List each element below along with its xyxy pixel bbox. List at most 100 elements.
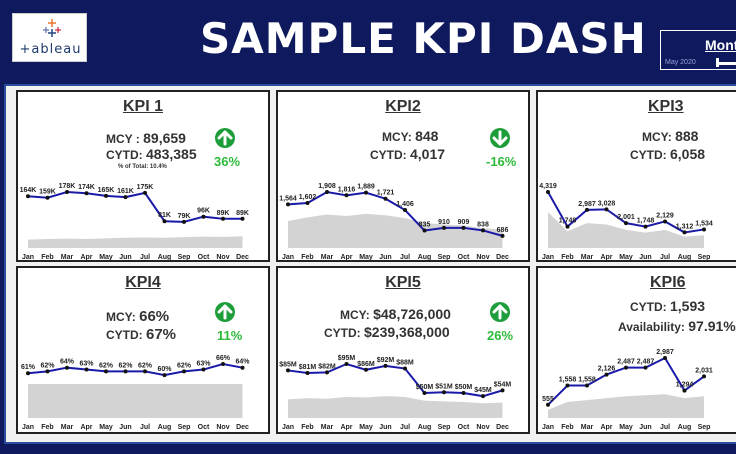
kpi-card-6: KPI6 CYTD: 1,593 Availability: 97.91% 55…	[536, 266, 736, 434]
data-label: 89K	[236, 210, 249, 217]
data-point	[162, 373, 167, 378]
month-slider-track[interactable]	[716, 62, 736, 65]
month-label: Oct	[198, 424, 210, 431]
data-label: 1,406	[396, 201, 414, 208]
kpi-cytd: CYTD: 6,058	[630, 146, 705, 162]
kpi-card-3: KPI3 MCY: 888 CYTD: 6,058 4,319 1,748 2,98…	[536, 90, 736, 262]
data-point	[104, 369, 108, 374]
up-arrow-icon	[215, 128, 235, 148]
data-label: 1,721	[377, 190, 395, 197]
logo-text: +ableau	[19, 42, 82, 57]
data-label: 1,889	[357, 184, 375, 191]
data-label: $92M	[377, 357, 395, 364]
data-point	[604, 207, 609, 212]
data-point	[104, 193, 108, 198]
month-label: Dec	[496, 424, 509, 431]
data-point	[702, 227, 706, 232]
data-label: 2,001	[617, 214, 635, 221]
data-label: 2,031	[695, 367, 713, 374]
data-label: 1,534	[695, 220, 713, 227]
data-point	[702, 374, 706, 379]
cytd-label: CYTD:	[630, 148, 670, 162]
data-point	[84, 191, 89, 196]
cytd-label: CYTD:	[106, 328, 146, 342]
data-label: 64%	[235, 359, 250, 366]
kpi-card-2: KPI2 MCY: 848 CYTD: 4,017 -16% 1,564 1,60…	[276, 90, 530, 262]
month-label: Jul	[400, 424, 410, 431]
mcy-value: 66%	[139, 308, 170, 325]
month-label: Jun	[639, 254, 651, 261]
data-point	[422, 228, 427, 233]
month-filter[interactable]: Mont May 2020	[660, 30, 736, 70]
kpi-title: KPI5	[385, 274, 421, 291]
tableau-cross-icon	[43, 19, 61, 37]
data-point	[663, 219, 667, 224]
month-label: Dec	[496, 254, 509, 261]
month-label: Jan	[542, 424, 554, 431]
month-label: May	[99, 424, 113, 431]
data-point	[546, 190, 550, 194]
data-point	[442, 390, 446, 395]
mcy-label: MCY:	[106, 310, 140, 324]
month-label: Sep	[178, 254, 191, 261]
area-series	[28, 236, 243, 248]
line-series	[27, 190, 243, 223]
month-label: Dec	[236, 254, 249, 261]
line-series	[287, 190, 503, 237]
data-label: 159K	[39, 189, 56, 196]
kpi-card-1: KPI 1 MCY : 89,659 CYTD: 483,385 % of To…	[16, 90, 270, 262]
month-label: Jul	[660, 254, 670, 261]
kpi-title: KPI6	[650, 274, 686, 291]
month-label: Sep	[698, 254, 711, 261]
data-label: $82M	[318, 363, 336, 370]
month-label: Aug	[418, 254, 432, 261]
data-label: 686	[497, 227, 509, 234]
data-point	[403, 208, 407, 213]
data-label: $51M	[435, 383, 453, 390]
kpi-cytd: CYTD: 483,385	[106, 146, 197, 162]
data-label: 2,126	[598, 366, 616, 373]
data-point	[182, 369, 186, 374]
percent-of-total: % of Total: 10.4%	[118, 164, 167, 170]
data-point	[624, 221, 628, 226]
area-series	[288, 213, 503, 248]
mcy-label: MCY:	[642, 130, 676, 144]
data-point	[325, 190, 329, 194]
data-label: $45M	[474, 387, 492, 394]
month-label: Mar	[581, 424, 594, 431]
data-label: 64%	[60, 359, 75, 366]
data-label: $86M	[357, 361, 375, 368]
data-label: 62%	[138, 362, 153, 369]
month-label: Jul	[140, 254, 150, 261]
data-label: 1,558	[578, 376, 596, 383]
data-point	[461, 390, 466, 395]
data-label: 61%	[21, 364, 36, 371]
kpi-mcy: MCY: 66%	[106, 308, 169, 325]
data-label: 2,129	[656, 212, 674, 219]
data-point	[565, 383, 570, 388]
data-point	[182, 219, 186, 224]
data-point	[481, 228, 485, 233]
data-label: $50M	[416, 384, 434, 391]
data-label: $54M	[494, 381, 512, 388]
data-point	[481, 394, 485, 399]
month-label: Aug	[678, 254, 692, 261]
kpi-card-5: KPI5 MCY: $48,726,000 CYTD: $239,368,000…	[276, 266, 530, 434]
kpi-chart: 61% 62% 64% 63% 62% 62% 62% 60% 62% 63% 66% 64% Jan F…	[21, 355, 250, 431]
month-label: Nov	[216, 424, 229, 431]
month-label: Jun	[119, 424, 131, 431]
month-label: Oct	[458, 254, 470, 261]
data-point	[461, 225, 466, 230]
month-label: Jan	[22, 424, 34, 431]
kpi-title: KPI4	[125, 274, 161, 291]
month-label: Jun	[119, 254, 131, 261]
month-slider-handle[interactable]	[716, 58, 719, 67]
month-label: Apr	[340, 254, 352, 261]
month-label: Mar	[61, 254, 74, 261]
data-label: 1,312	[676, 223, 694, 230]
data-label: 1,908	[318, 183, 336, 190]
kpi-cytd: CYTD: $239,368,000	[324, 324, 450, 340]
data-point	[364, 367, 368, 372]
